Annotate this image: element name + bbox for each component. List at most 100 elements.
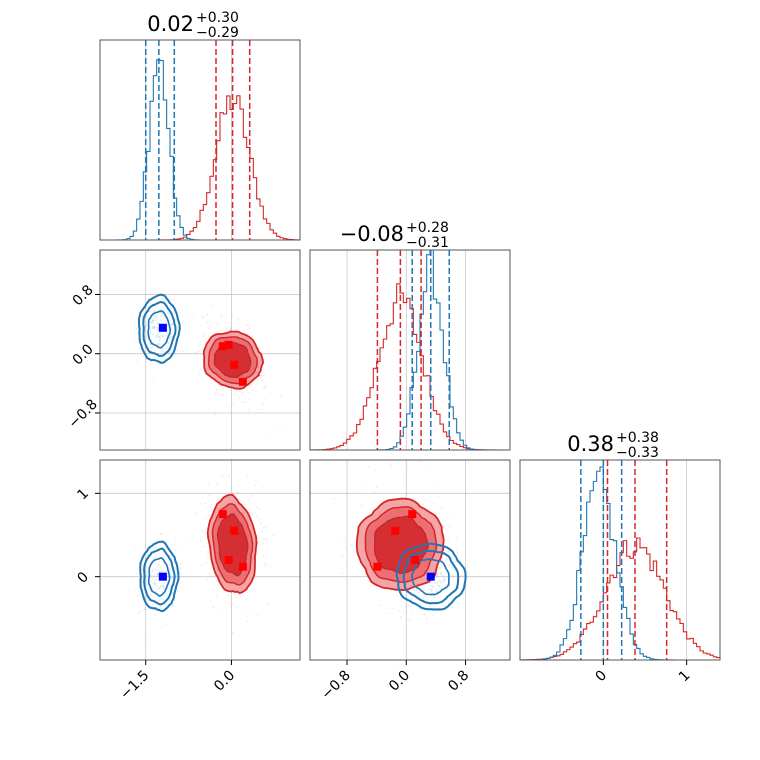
sample-point xyxy=(217,323,219,325)
sample-point xyxy=(163,585,165,587)
sample-point xyxy=(232,603,235,605)
sample-point xyxy=(398,610,401,612)
sample-point xyxy=(262,542,264,545)
sample-point xyxy=(446,572,448,574)
sample-point xyxy=(229,605,232,608)
series-b-marker-0 xyxy=(158,572,167,581)
sample-point xyxy=(159,586,162,589)
sample-point xyxy=(436,584,439,587)
param-1-title-plus: +0.28 xyxy=(406,220,449,236)
sample-point xyxy=(260,408,263,411)
sample-point xyxy=(254,390,257,393)
sample-point xyxy=(246,474,249,476)
sample-point xyxy=(443,568,446,570)
series-a-marker-1 xyxy=(230,526,239,535)
sample-point xyxy=(208,327,211,330)
sample-point xyxy=(439,587,442,589)
sample-point xyxy=(152,320,155,322)
sample-point xyxy=(246,620,248,623)
sample-point xyxy=(439,567,442,570)
sample-point xyxy=(195,351,197,354)
sample-point xyxy=(155,315,158,317)
sample-point xyxy=(137,594,139,597)
sample-point xyxy=(263,562,266,565)
sample-point xyxy=(241,392,243,395)
sample-point xyxy=(171,333,173,335)
hist-p1-series-b xyxy=(310,250,510,450)
sample-point xyxy=(149,561,151,563)
sample-point xyxy=(166,548,168,550)
sample-point xyxy=(170,606,173,608)
sample-point xyxy=(154,326,156,328)
sample-point xyxy=(252,389,254,391)
sample-point xyxy=(447,515,449,518)
sample-point xyxy=(155,316,158,319)
sample-point xyxy=(151,306,153,309)
sample-point xyxy=(408,619,411,622)
sample-point xyxy=(153,310,156,312)
sample-point xyxy=(155,334,157,337)
sample-point xyxy=(149,336,151,338)
sample-point xyxy=(410,598,413,601)
sample-point xyxy=(138,569,140,571)
sample-point xyxy=(365,487,367,489)
sample-point xyxy=(446,586,449,589)
sample-point xyxy=(341,572,343,574)
sample-point xyxy=(168,352,171,354)
sample-point xyxy=(263,374,265,377)
sample-point xyxy=(228,475,230,477)
sample-point xyxy=(260,522,262,524)
sample-point xyxy=(166,324,168,326)
series-a-marker-2 xyxy=(230,360,239,369)
sample-point xyxy=(422,597,424,599)
sample-point xyxy=(169,332,172,335)
sample-point xyxy=(457,552,459,554)
sample-point xyxy=(149,589,152,592)
sample-point xyxy=(146,314,148,317)
sample-point xyxy=(163,315,165,317)
sample-point xyxy=(248,328,251,330)
sample-point xyxy=(157,329,159,331)
sample-point xyxy=(232,632,234,634)
sample-point xyxy=(164,570,166,572)
sample-point xyxy=(204,545,206,548)
sample-point xyxy=(175,549,177,551)
sample-point xyxy=(145,581,147,584)
sample-point xyxy=(456,537,458,539)
sample-point xyxy=(445,584,447,586)
sample-point xyxy=(432,614,434,616)
sample-point xyxy=(151,319,154,322)
sample-point xyxy=(259,524,261,526)
sample-point xyxy=(171,589,174,591)
sample-point xyxy=(163,310,165,312)
sample-point xyxy=(346,565,348,567)
contour-series-b-mid xyxy=(402,549,460,605)
sample-point xyxy=(236,492,239,494)
sample-point xyxy=(451,555,453,558)
sample-point xyxy=(333,497,336,500)
sample-point xyxy=(148,588,151,590)
sample-point xyxy=(442,554,444,556)
sample-point xyxy=(158,563,161,566)
sample-point xyxy=(423,589,426,591)
sample-point xyxy=(158,570,160,573)
sample-point xyxy=(158,313,161,316)
sample-point xyxy=(164,299,167,301)
panel-p1-p2-content xyxy=(333,460,469,625)
sample-point xyxy=(151,341,154,344)
sample-point xyxy=(249,511,251,513)
contour-series-a-inner xyxy=(213,341,252,379)
sample-point xyxy=(161,309,164,311)
sample-point xyxy=(149,314,152,316)
sample-point xyxy=(168,546,171,549)
sample-point xyxy=(251,512,253,514)
sample-point xyxy=(267,603,269,606)
sample-point xyxy=(269,565,271,568)
sample-point xyxy=(441,581,444,584)
sample-point xyxy=(257,347,260,349)
sample-point xyxy=(436,590,438,592)
sample-point xyxy=(209,379,211,381)
sample-point xyxy=(155,594,158,596)
sample-point xyxy=(425,499,428,502)
sample-point xyxy=(166,332,169,334)
